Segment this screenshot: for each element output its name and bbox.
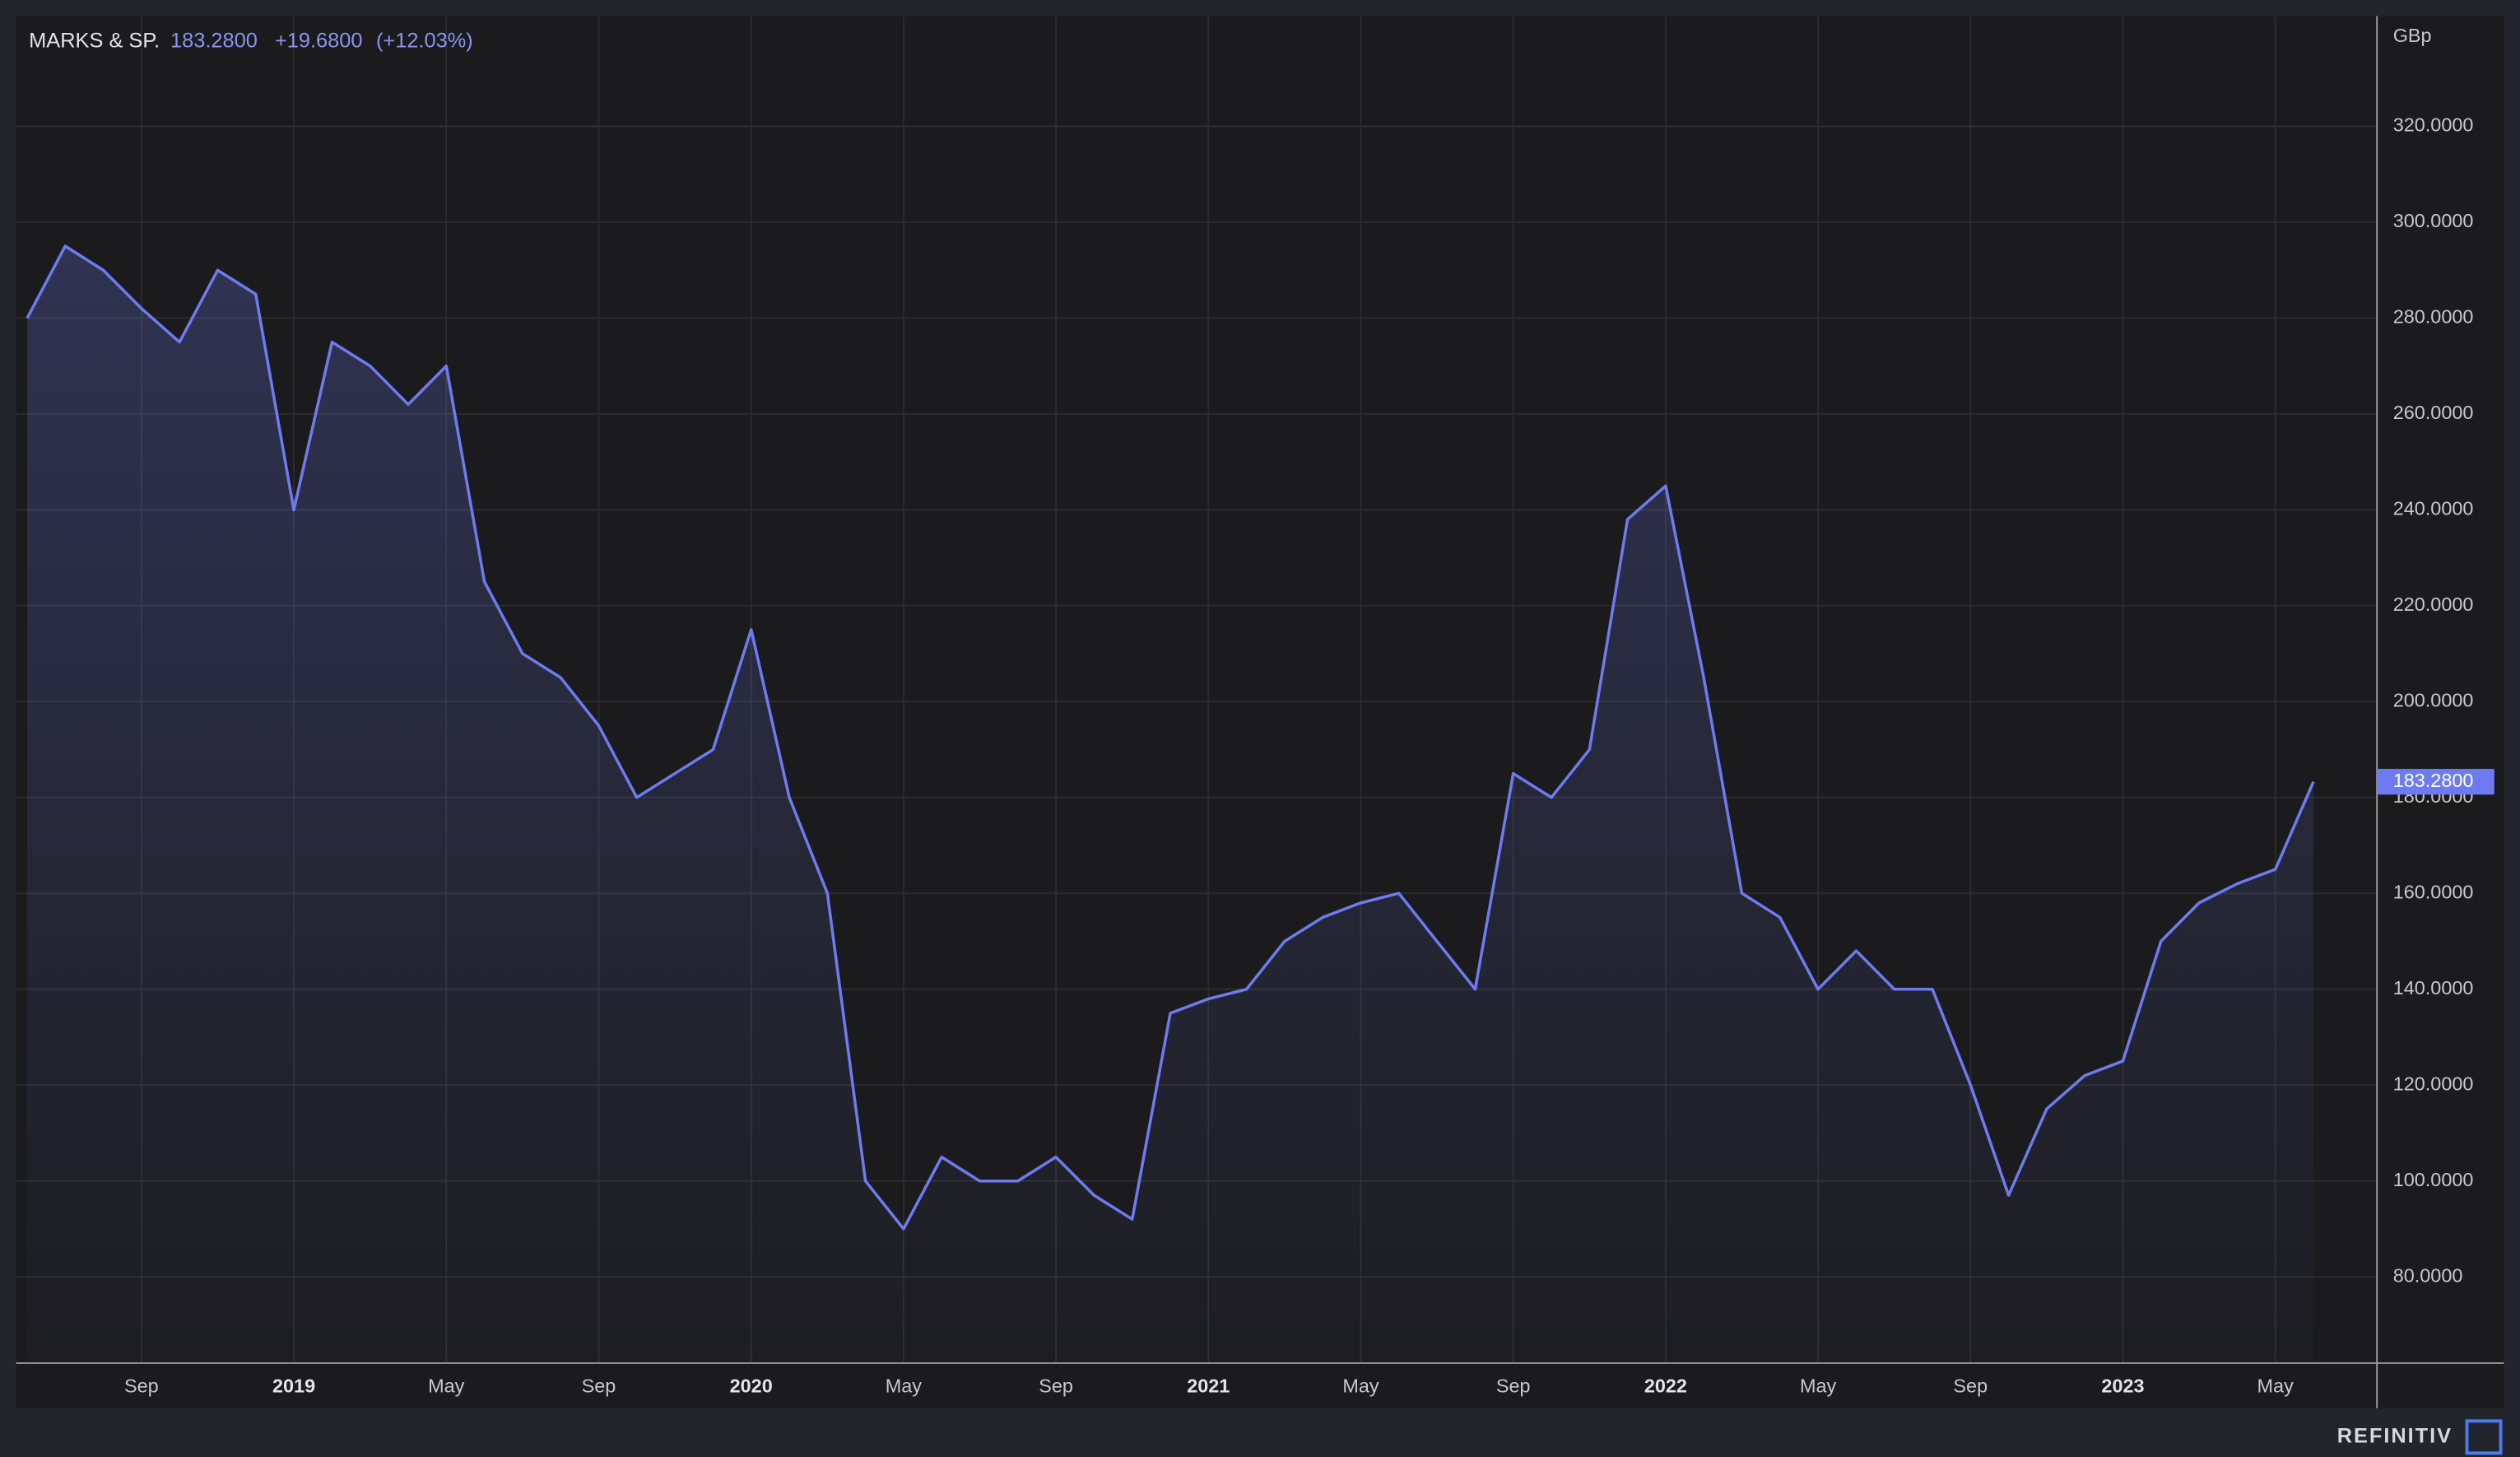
- instrument-name: MARKS & SP.: [29, 29, 160, 52]
- area: [27, 245, 2314, 1363]
- change-percent: (+12.03%): [376, 29, 473, 52]
- price-line: [26, 244, 2315, 1231]
- x-tick-label: Sep: [124, 1375, 159, 1396]
- x-tick-label: 2019: [272, 1375, 315, 1396]
- y-tick-label: 120.0000: [2393, 1073, 2474, 1094]
- x-tick-label: May: [1800, 1375, 1837, 1396]
- x-tick-label: May: [1342, 1375, 1379, 1396]
- y-tick-label: 160.0000: [2393, 881, 2474, 902]
- change: +19.6800: [275, 29, 363, 52]
- y-tick-label: 140.0000: [2393, 977, 2474, 998]
- x-tick-label: Sep: [582, 1375, 616, 1396]
- x-tick-label: 2023: [2101, 1375, 2144, 1396]
- x-tick-label: Sep: [1039, 1375, 1073, 1396]
- y-tick-label: 80.0000: [2393, 1264, 2463, 1286]
- x-tick-label: Sep: [1953, 1375, 1988, 1396]
- y-tick-label: 200.0000: [2393, 689, 2474, 710]
- brand: REFINITIV: [2337, 1424, 2453, 1447]
- y-tick-label: 260.0000: [2393, 402, 2474, 423]
- y-tick-label: 100.0000: [2393, 1169, 2474, 1190]
- x-tick-label: 2022: [1644, 1375, 1687, 1396]
- y-tick-label: 280.0000: [2393, 306, 2474, 328]
- y-tick-label: 320.0000: [2393, 114, 2474, 136]
- y-tick-label: 220.0000: [2393, 594, 2474, 615]
- unit-label: GBp: [2393, 25, 2432, 46]
- x-tick-label: May: [428, 1375, 465, 1396]
- last-price-tag: [2377, 769, 2494, 795]
- y-tick-label: 300.0000: [2393, 210, 2474, 231]
- brand-logo: [2465, 1419, 2503, 1455]
- x-tick-label: 2021: [1187, 1375, 1230, 1396]
- x-tick-label: Sep: [1496, 1375, 1531, 1396]
- last-price-tag-label: 183.2800: [2393, 770, 2474, 791]
- last-price: 183.2800: [170, 29, 258, 52]
- x-tick-label: May: [2257, 1375, 2295, 1396]
- x-tick-label: 2020: [730, 1375, 773, 1396]
- y-tick-label: 240.0000: [2393, 498, 2474, 519]
- x-tick-label: May: [886, 1375, 923, 1396]
